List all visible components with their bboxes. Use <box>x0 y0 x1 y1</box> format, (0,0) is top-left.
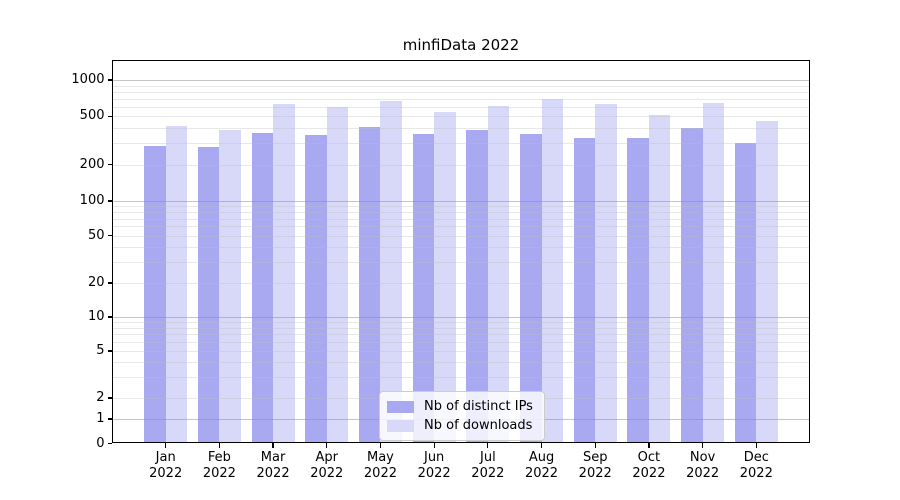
x-tick-mark-aug <box>540 443 543 448</box>
x-tick-label-oct: Oct 2022 <box>619 450 679 482</box>
bar-ips-may <box>358 126 381 443</box>
bar-downloads-jul <box>487 105 510 443</box>
bar-downloads-mar <box>273 104 295 443</box>
minor-gridline-700 <box>112 98 810 100</box>
x-tick-year: 2022 <box>310 466 344 481</box>
bar-downloads-feb <box>219 130 241 443</box>
x-tick-mark-dec <box>755 443 757 448</box>
x-tick-label-dec: Dec 2022 <box>726 450 786 482</box>
x-tick-year: 2022 <box>739 466 773 481</box>
y-tick-label-1: 1 <box>96 411 105 426</box>
x-tick-year: 2022 <box>524 466 559 481</box>
bar-downloads-jan <box>165 125 188 443</box>
x-tick-year: 2022 <box>256 466 290 481</box>
bar-downloads-nov <box>702 102 725 443</box>
x-tick-mark-jun <box>433 443 435 448</box>
y-tick-mark-200 <box>107 164 112 166</box>
y-tick-mark-1000 <box>107 79 112 81</box>
bar-ips-feb <box>197 147 220 443</box>
major-gridline-1000 <box>112 80 810 81</box>
x-tick-year: 2022 <box>149 466 183 481</box>
y-tick-label-200: 200 <box>79 156 105 172</box>
y-tick-mark-500 <box>107 115 112 117</box>
bar-ips-apr <box>305 134 327 443</box>
y-tick-mark-20 <box>107 282 112 284</box>
bar-ips-nov <box>681 128 703 443</box>
y-tick-mark-100 <box>107 200 112 202</box>
x-tick-label-nov: Nov 2022 <box>673 450 733 482</box>
bar-ips-oct <box>627 138 649 443</box>
y-tick-label-10: 10 <box>87 309 105 324</box>
bar-ips-sep <box>573 138 596 443</box>
minor-gridline-800 <box>112 91 810 93</box>
x-tick-year: 2022 <box>363 466 397 481</box>
y-tick-mark-1 <box>107 418 112 420</box>
x-tick-mark-jan <box>165 443 167 448</box>
x-tick-label-mar: Mar 2022 <box>243 450 303 482</box>
y-tick-mark-50 <box>107 234 112 237</box>
bar-ips-jun <box>412 133 435 443</box>
x-tick-label-may: May 2022 <box>350 450 410 482</box>
y-tick-label-5: 5 <box>96 343 105 358</box>
x-tick-label-sep: Sep 2022 <box>565 450 625 482</box>
x-tick-mark-jul <box>487 443 489 448</box>
x-tick-label-jun: Jun 2022 <box>404 450 464 482</box>
x-tick-label-apr: Apr 2022 <box>297 450 357 482</box>
y-tick-mark-5 <box>107 350 112 352</box>
legend-label-downloads: Nb of downloads <box>424 418 533 433</box>
bar-downloads-sep <box>595 103 617 443</box>
y-tick-label-2: 2 <box>96 390 105 405</box>
x-tick-mark-mar <box>272 443 274 448</box>
x-tick-mark-feb <box>218 443 220 448</box>
legend-entry-distinct-ips: Nb of distinct IPs <box>387 397 536 416</box>
y-tick-label-0: 0 <box>96 435 105 451</box>
x-tick-year: 2022 <box>632 466 666 481</box>
bar-ips-jul <box>466 130 488 443</box>
x-tick-year: 2022 <box>417 466 451 481</box>
y-tick-label-100: 100 <box>79 193 105 208</box>
bar-downloads-oct <box>648 114 671 443</box>
x-tick-label-jul: Jul 2022 <box>458 450 518 482</box>
legend-label-ips: Nb of distinct IPs <box>424 399 533 414</box>
x-tick-year: 2022 <box>686 466 720 481</box>
chart-title: minfiData 2022 <box>402 36 520 54</box>
plot-area: Nb of distinct IPs Nb of downloads <box>112 60 810 443</box>
x-tick-year: 2022 <box>578 466 612 481</box>
y-tick-label-1000: 1000 <box>71 72 105 87</box>
legend-swatch-downloads <box>387 419 414 432</box>
y-tick-mark-0 <box>107 442 112 445</box>
legend-swatch-ips <box>387 400 414 413</box>
bar-downloads-jun <box>434 112 456 443</box>
y-tick-mark-10 <box>107 316 112 318</box>
bar-downloads-apr <box>326 107 349 443</box>
bar-ips-aug <box>520 133 542 443</box>
y-tick-label-50: 50 <box>87 227 105 243</box>
y-tick-mark-2 <box>107 397 112 399</box>
x-tick-mark-sep <box>594 443 596 448</box>
x-tick-mark-oct <box>648 443 650 448</box>
x-tick-year: 2022 <box>471 466 505 481</box>
x-tick-year: 2022 <box>202 466 236 481</box>
bar-downloads-dec <box>756 120 778 443</box>
x-tick-label-aug: Aug 2022 <box>512 450 572 482</box>
minor-gridline-900 <box>112 85 810 87</box>
bar-downloads-aug <box>541 99 564 443</box>
x-tick-label-feb: Feb 2022 <box>189 450 249 482</box>
legend: Nb of distinct IPs Nb of downloads <box>379 391 545 441</box>
y-tick-label-500: 500 <box>79 108 105 124</box>
x-tick-mark-nov <box>702 443 704 448</box>
bar-ips-mar <box>251 132 274 443</box>
bar-ips-jan <box>144 145 166 443</box>
legend-entry-downloads: Nb of downloads <box>387 416 536 435</box>
x-tick-mark-apr <box>326 443 328 448</box>
x-tick-label-jan: Jan 2022 <box>136 450 196 482</box>
y-tick-label-20: 20 <box>87 275 105 290</box>
x-tick-mark-may <box>379 443 382 448</box>
bar-downloads-may <box>380 101 402 443</box>
bar-ips-dec <box>734 143 757 443</box>
